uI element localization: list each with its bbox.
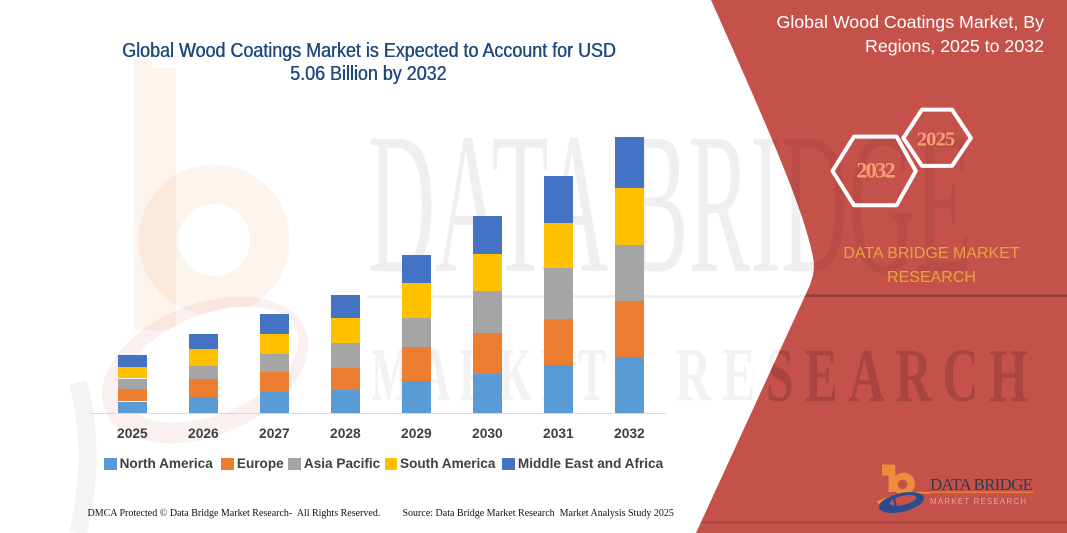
svg-text:2032: 2032 [856, 158, 896, 183]
svg-text:DATA BRIDGE: DATA BRIDGE [930, 475, 1033, 494]
svg-text:2025: 2025 [917, 128, 956, 150]
svg-text:MARKET RESEARCH: MARKET RESEARCH [930, 497, 1028, 506]
